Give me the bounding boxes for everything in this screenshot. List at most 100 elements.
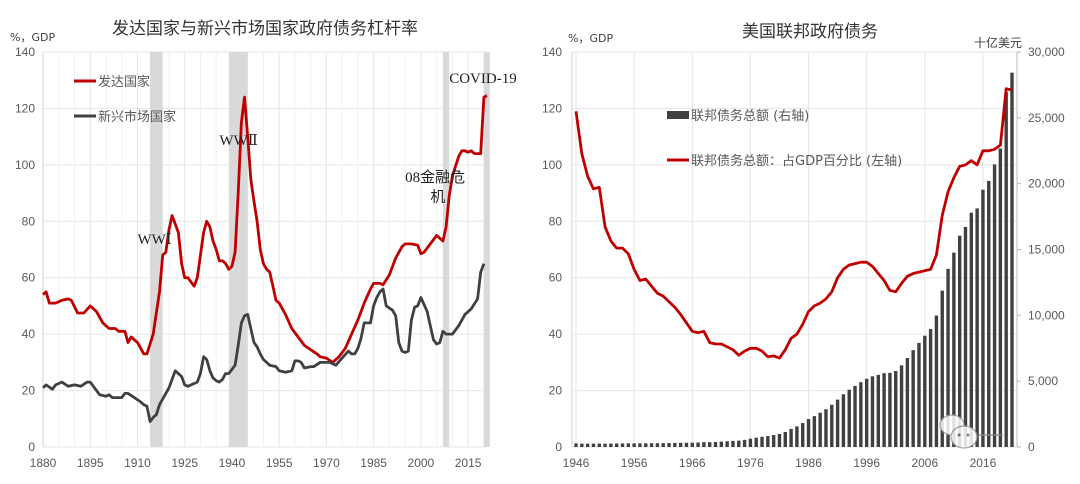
legend-label-emerging: 新兴市场国家 [98,109,176,125]
bar-2014 [969,212,974,447]
shaded-period [228,52,248,447]
annotation-label: COVID-19 [449,71,517,87]
y-tick-label: 0 [28,440,35,454]
y-tick-label: 20 [549,384,563,398]
bar-2002 [899,365,904,447]
y2-tick-label: 10,000 [1028,308,1065,322]
bar-1947 [580,443,584,447]
bar-1993 [847,389,851,447]
bar-2019 [998,148,1003,447]
bar-1972 [725,441,729,447]
shaded-period [483,52,490,447]
bar-1992 [841,394,846,447]
y-tick-label: 40 [22,327,36,341]
bar-1953 [614,443,619,447]
left-tick-labels: 0 20 40 60 80 100 120 140 1880 1895 1910 1925 1940 19… [15,45,482,470]
bar-1975 [742,439,747,447]
bar-1996 [864,378,869,447]
legend-label-developed: 发达国家 [98,74,150,90]
bar-1971 [719,441,724,447]
bar-1949 [591,443,596,447]
bar-1950 [597,443,601,447]
bar-1960 [655,443,660,447]
bar-1981 [777,433,782,447]
y2-tick-label: 20,000 [1028,177,1065,191]
bar-1985 [801,423,805,447]
x-tick-label: 1946 [563,456,590,470]
series-line-debt-gdp [574,87,1013,360]
y2-tick-label: 15,000 [1028,243,1065,257]
series-line-emerging [42,263,486,423]
annotation-label: WWⅠ [137,232,171,248]
x-tick-label: 1880 [30,456,57,470]
bar-1961 [661,443,665,447]
bar-1954 [620,443,625,447]
bar-1955 [626,443,631,447]
y-tick-label: 120 [542,101,562,115]
bar-1980 [771,435,776,447]
left-y-axis-label: %，GDP [10,31,55,44]
bar-1984 [795,426,799,447]
bar-1986 [806,419,811,447]
bar-1958 [644,443,648,447]
left-chart: 0 20 40 60 80 100 120 140 1880 1895 1910 1925 1940 19… [10,19,517,470]
bar-2018 [992,164,997,448]
watermark-logo [939,414,1003,449]
annotation-label: 08金融危 [405,169,465,186]
bar-2004 [911,350,915,447]
bar-2013 [963,226,968,447]
left-series-lines [42,94,488,423]
bar-1997 [870,376,875,447]
left-shaded-periods [150,52,490,447]
x-tick-label: 1970 [313,456,340,470]
x-tick-label: 1966 [679,456,706,470]
y-tick-label: 100 [542,158,562,172]
bar-1970 [713,441,718,447]
x-tick-label: 1956 [621,456,648,470]
x-tick-label: 2006 [911,456,938,470]
bar-1973 [731,440,735,447]
x-tick-label: 1925 [171,456,198,470]
right-legend: 联邦债务总额 (右轴) 联邦债务总额：占GDP百分比 (左轴) [667,108,902,169]
bar-1968 [702,442,706,447]
bar-1995 [859,382,863,447]
y-tick-label: 140 [542,45,562,59]
right-y-axis-label: %，GDP [568,32,613,45]
right-line [574,87,1013,360]
bar-2005 [917,342,921,447]
bar-1967 [696,442,700,447]
bar-1969 [708,442,712,447]
bar-1990 [830,404,834,447]
bar-1963 [673,442,677,447]
x-tick-label: 1996 [853,456,880,470]
wechat-icon [939,414,978,449]
legend-swatch-debt-total [667,111,689,119]
right-chart: 0 20 40 60 80 100 120 140 0 5,000 10,000 15,000 20,0… [542,22,1065,470]
right-chart-title: 美国联邦政府债务 [742,22,878,42]
x-tick-label: 1940 [219,456,246,470]
bar-1987 [812,416,817,447]
y-tick-label: 20 [22,384,36,398]
bar-2021 [1010,72,1014,448]
x-tick-label: 2016 [970,456,997,470]
bar-1979 [766,436,770,447]
x-tick-label: 1986 [795,456,822,470]
right-bars [574,72,1014,448]
y-tick-label: 80 [22,214,36,228]
bar-2008 [934,315,939,447]
y-tick-label: 0 [555,440,562,454]
y2-tick-label: 5,000 [1028,374,1058,388]
bar-1962 [667,443,671,447]
bar-2020 [1004,92,1008,447]
shaded-period [442,52,450,447]
bar-1952 [609,443,613,447]
bar-2017 [987,180,991,447]
annotation-label: WWⅡ [219,133,258,149]
y-tick-label: 60 [549,271,563,285]
bar-2009 [940,290,944,447]
shaded-period [150,52,163,447]
bar-2015 [975,208,979,447]
right-tick-labels: 0 20 40 60 80 100 120 140 0 5,000 10,000 15,000 20,0… [542,45,1065,470]
bar-1946 [574,443,578,447]
bar-2003 [905,357,910,447]
